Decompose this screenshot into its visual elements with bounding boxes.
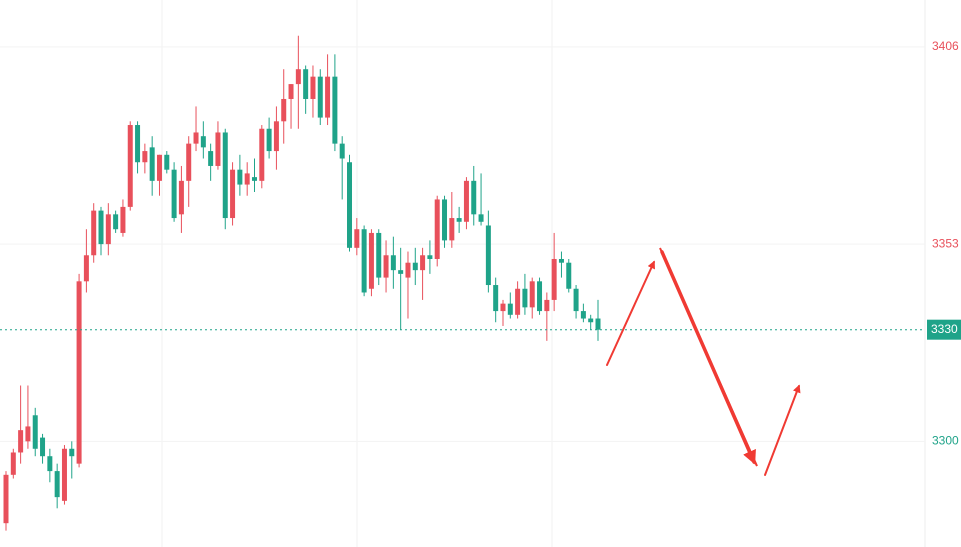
candle-body bbox=[251, 177, 257, 181]
candle-body bbox=[493, 285, 499, 312]
candle-body bbox=[354, 229, 360, 248]
candle-body bbox=[507, 303, 513, 315]
candle-body bbox=[186, 143, 192, 181]
candle-body bbox=[76, 281, 82, 464]
candle-body bbox=[127, 125, 133, 207]
candle-body bbox=[463, 180, 469, 222]
candle-body bbox=[390, 255, 396, 271]
candle-body bbox=[200, 136, 206, 148]
candle-body bbox=[522, 288, 528, 308]
last-price-label: 3330 bbox=[931, 322, 958, 336]
candle-body bbox=[295, 69, 301, 85]
candle-body bbox=[222, 132, 228, 219]
candle-body bbox=[485, 225, 491, 286]
candle-body bbox=[573, 288, 579, 312]
candle-body bbox=[537, 281, 543, 312]
candle-body bbox=[361, 229, 367, 293]
candle-body bbox=[325, 76, 331, 118]
candle-body bbox=[478, 214, 484, 222]
candle-body bbox=[449, 218, 455, 241]
candle-body bbox=[40, 437, 46, 457]
candle-body bbox=[383, 255, 389, 278]
candle-body bbox=[32, 415, 38, 449]
candle-body bbox=[288, 84, 294, 99]
candle-body bbox=[456, 218, 462, 222]
candle-body bbox=[558, 258, 564, 263]
y-tick-label: 3406 bbox=[932, 39, 959, 53]
candle-body bbox=[442, 199, 448, 241]
vertical-grid bbox=[161, 0, 553, 547]
candle-body bbox=[471, 180, 477, 215]
candle-body bbox=[208, 151, 214, 166]
candle-body bbox=[551, 258, 557, 300]
candle-body bbox=[149, 147, 155, 181]
candle-body bbox=[303, 69, 309, 99]
candle-body bbox=[91, 210, 97, 256]
candle-body bbox=[412, 262, 418, 271]
candle-body bbox=[580, 311, 586, 319]
candle-body bbox=[420, 255, 426, 271]
candle-body bbox=[178, 180, 184, 215]
arrow bbox=[764, 384, 801, 476]
candle-body bbox=[3, 474, 9, 524]
candle-body bbox=[18, 430, 24, 453]
candle-body bbox=[113, 214, 119, 230]
candle-body bbox=[266, 128, 272, 152]
candle-body bbox=[405, 262, 411, 278]
arrows bbox=[606, 247, 801, 476]
candle-body bbox=[54, 471, 60, 498]
y-tick-label: 3300 bbox=[932, 433, 959, 447]
candle-body bbox=[500, 303, 506, 312]
candle-body bbox=[98, 210, 104, 245]
candle-body bbox=[347, 162, 353, 248]
candle-body bbox=[595, 318, 601, 330]
candle-body bbox=[317, 76, 323, 118]
candle-body bbox=[515, 288, 521, 315]
candle-body bbox=[339, 143, 345, 159]
candle-body bbox=[215, 132, 221, 166]
candle-body bbox=[237, 169, 243, 185]
candle-body bbox=[156, 154, 162, 181]
candle-body bbox=[61, 448, 67, 501]
candle-body bbox=[171, 169, 177, 219]
candle-body bbox=[588, 318, 594, 323]
arrow bbox=[606, 260, 655, 366]
candle-body bbox=[83, 255, 89, 282]
candle-body bbox=[332, 76, 338, 144]
candle-body bbox=[142, 151, 148, 163]
candle-body bbox=[281, 98, 287, 122]
candle-body bbox=[105, 214, 111, 245]
candle-body bbox=[368, 232, 374, 289]
candle-body bbox=[47, 456, 53, 472]
candle-body bbox=[310, 76, 316, 99]
y-tick-label: 3353 bbox=[932, 236, 959, 250]
candle-body bbox=[398, 270, 404, 274]
candle-body bbox=[244, 173, 250, 185]
candle-body bbox=[273, 121, 279, 152]
candle-body bbox=[427, 255, 433, 259]
candle-body bbox=[120, 206, 126, 233]
candle-body bbox=[529, 281, 535, 308]
candle-body bbox=[259, 128, 265, 181]
candle-body bbox=[25, 426, 31, 442]
candle-body bbox=[10, 452, 16, 475]
candle-body bbox=[566, 262, 572, 289]
candle-body bbox=[135, 125, 141, 163]
candle-body bbox=[544, 299, 550, 312]
candle-body bbox=[376, 232, 382, 278]
candle-body bbox=[230, 169, 236, 219]
candle-body bbox=[434, 199, 440, 259]
candle-body bbox=[193, 132, 199, 144]
candle-body bbox=[69, 448, 75, 457]
candle-body bbox=[164, 154, 170, 170]
last-price-box bbox=[927, 319, 961, 340]
arrow bbox=[660, 250, 756, 465]
